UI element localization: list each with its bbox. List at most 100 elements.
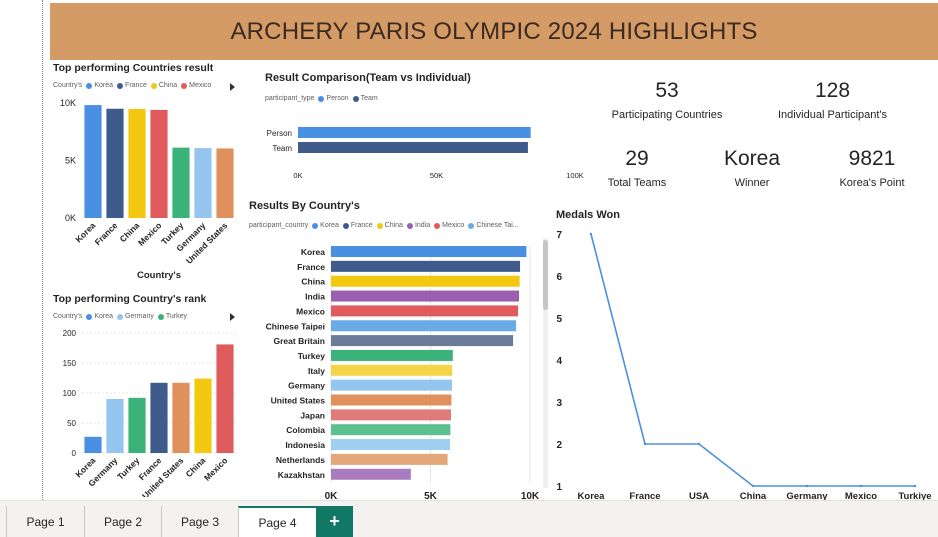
legend-label: China bbox=[384, 222, 403, 229]
legend-item[interactable]: Germany bbox=[117, 313, 154, 320]
x-tick-label: Germany bbox=[786, 491, 828, 500]
x-tick-label: Mexico bbox=[136, 220, 163, 247]
medals-point-france[interactable] bbox=[643, 442, 647, 446]
bar-mexico[interactable] bbox=[150, 109, 168, 218]
legend-label: Germany bbox=[125, 313, 154, 320]
kpi-korea-points: 9821 Korea's Point bbox=[820, 147, 924, 189]
tab-page-3[interactable]: Page 3 bbox=[161, 506, 238, 537]
legend-label: China bbox=[158, 82, 178, 89]
chart-scrollbar[interactable] bbox=[543, 238, 548, 488]
medals-point-usa[interactable] bbox=[697, 442, 701, 446]
bar-united-states[interactable] bbox=[172, 382, 190, 453]
y-tick-label: Person bbox=[267, 129, 292, 138]
bar-kazakhstan[interactable] bbox=[331, 468, 411, 480]
add-page-button[interactable]: + bbox=[316, 506, 353, 537]
legend-item[interactable]: France bbox=[342, 222, 373, 229]
legend-swatch bbox=[318, 95, 325, 102]
legend-item[interactable]: France bbox=[117, 82, 147, 89]
bar-turkey[interactable] bbox=[128, 397, 146, 453]
bar-mexico[interactable] bbox=[331, 305, 519, 317]
bar-france[interactable] bbox=[150, 382, 168, 453]
bar-china[interactable] bbox=[194, 378, 212, 453]
medals-point-korea[interactable] bbox=[589, 232, 593, 236]
tab-page-1[interactable]: Page 1 bbox=[6, 506, 84, 537]
medals-line[interactable] bbox=[590, 233, 915, 487]
legend-item[interactable]: Mexico bbox=[434, 222, 464, 229]
legend-swatch bbox=[117, 313, 124, 320]
bar-germany[interactable] bbox=[106, 399, 124, 453]
y-tick-label: 4 bbox=[556, 356, 562, 367]
medals-point-turkiye[interactable] bbox=[913, 484, 917, 488]
bar-colombia[interactable] bbox=[331, 424, 451, 436]
legend-item[interactable]: Team bbox=[352, 95, 378, 102]
y-tick-label: Indonesia bbox=[285, 440, 325, 450]
bar-france[interactable] bbox=[106, 108, 124, 218]
legend-title: participant_country bbox=[249, 222, 309, 229]
bar-team[interactable] bbox=[298, 142, 528, 153]
bar-germany[interactable] bbox=[194, 148, 212, 218]
bar-chinese-taipei[interactable] bbox=[331, 320, 517, 332]
y-tick-label: Kazakhstan bbox=[278, 470, 325, 480]
legend-item[interactable]: China bbox=[150, 82, 178, 89]
bar-mexico[interactable] bbox=[216, 344, 234, 453]
y-tick-label: 5K bbox=[65, 156, 76, 166]
x-tick-label: 0K bbox=[293, 171, 302, 180]
bar-great-britain[interactable] bbox=[331, 335, 514, 347]
bar-person[interactable] bbox=[298, 127, 531, 138]
kpi-winner: Korea Winner bbox=[700, 147, 804, 189]
legend-item[interactable]: Mexico bbox=[181, 82, 211, 89]
y-tick-label: 2 bbox=[556, 440, 562, 451]
y-tick-label: Netherlands bbox=[276, 455, 325, 465]
legend-next-arrow-icon[interactable] bbox=[230, 83, 235, 91]
legend-item[interactable]: Person bbox=[318, 95, 349, 102]
bar-france[interactable] bbox=[331, 260, 521, 272]
bar-turkey[interactable] bbox=[331, 349, 453, 361]
legend-item[interactable]: Korea bbox=[86, 313, 113, 320]
y-tick-label: Germany bbox=[288, 381, 325, 391]
legend-label: India bbox=[414, 222, 431, 229]
tab-page-4[interactable]: Page 4 bbox=[238, 506, 316, 537]
legend-item[interactable]: Chinese Tai... bbox=[468, 222, 519, 229]
bar-china[interactable] bbox=[128, 108, 146, 218]
legend-label: Korea bbox=[94, 82, 114, 89]
medals-point-germany[interactable] bbox=[805, 484, 809, 488]
chart-title-top-rank: Top performing Country's rank bbox=[53, 293, 207, 305]
bar-korea[interactable] bbox=[84, 105, 102, 218]
bar-united-states[interactable] bbox=[216, 148, 234, 218]
bar-japan[interactable] bbox=[331, 409, 451, 421]
x-tick-label: France bbox=[629, 491, 660, 500]
bar-china[interactable] bbox=[331, 275, 520, 287]
kpi-label: Winner bbox=[734, 177, 770, 189]
y-tick-label: 200 bbox=[63, 329, 77, 338]
legend-item[interactable]: Turkey bbox=[157, 313, 187, 320]
bar-italy[interactable] bbox=[331, 364, 453, 376]
y-tick-label: Korea bbox=[301, 247, 325, 257]
legend-item[interactable]: China bbox=[376, 222, 403, 229]
scrollbar-thumb[interactable] bbox=[543, 240, 548, 310]
legend-item[interactable]: Korea bbox=[312, 222, 339, 229]
medals-point-mexico[interactable] bbox=[859, 484, 863, 488]
bar-india[interactable] bbox=[331, 290, 520, 302]
legend-swatch bbox=[312, 222, 319, 229]
bar-germany[interactable] bbox=[331, 379, 452, 391]
legend-title: Country's bbox=[53, 82, 83, 89]
legend-top-results: Country's Korea France China Mexico bbox=[53, 82, 211, 89]
y-tick-label: 0K bbox=[65, 213, 76, 223]
bar-indonesia[interactable] bbox=[331, 439, 451, 451]
y-tick-label: 100 bbox=[63, 389, 77, 398]
tab-page-2[interactable]: Page 2 bbox=[84, 506, 161, 537]
legend-top-rank: Country's Korea Germany Turkey bbox=[53, 313, 187, 320]
bar-korea[interactable] bbox=[84, 436, 102, 453]
plus-icon: + bbox=[329, 511, 340, 531]
legend-next-arrow-icon[interactable] bbox=[230, 313, 235, 321]
bar-korea[interactable] bbox=[331, 246, 527, 257]
medals-point-china[interactable] bbox=[751, 484, 755, 488]
y-tick-label: Great Britain bbox=[274, 336, 326, 346]
bar-united-states[interactable] bbox=[331, 394, 452, 406]
legend-item[interactable]: Korea bbox=[86, 82, 113, 89]
bar-netherlands[interactable] bbox=[331, 453, 448, 465]
bar-turkey[interactable] bbox=[172, 147, 190, 218]
legend-swatch bbox=[406, 222, 413, 229]
legend-item[interactable]: India bbox=[406, 222, 431, 229]
legend-swatch bbox=[342, 222, 349, 229]
